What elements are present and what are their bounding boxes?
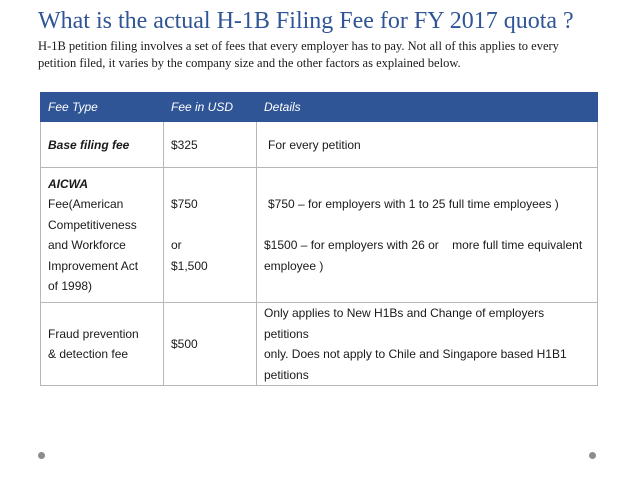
acwa-fee-1: $750	[171, 197, 198, 211]
acwa-heading: AICWA	[48, 176, 88, 191]
cell-details: $750 – for employers with 1 to 25 full t…	[256, 167, 598, 303]
page-subtitle: H-1B petition filing involves a set of f…	[38, 39, 559, 70]
acwa-fee-2: $1,500	[171, 258, 208, 273]
acwa-type-line: Competitiveness	[48, 217, 137, 232]
fraud-details-line: Only applies to New H1Bs and Change of e…	[264, 306, 545, 341]
acwa-type-line: Fee(American	[48, 197, 124, 211]
acwa-details-2: $1500 – for employers with 26 or more fu…	[264, 238, 583, 252]
acwa-type-line: Improvement Act	[48, 258, 139, 273]
table-row: Base filing fee $325 For every petition	[40, 121, 598, 168]
header-fee-type: Fee Type	[40, 92, 164, 122]
table-header-row: Fee Type Fee in USD Details	[40, 92, 598, 122]
header-fee-usd: Fee in USD	[163, 92, 257, 122]
page-title: What is the actual H-1B Filing Fee for F…	[38, 8, 574, 34]
table-row: Fraud prevention & detection fee $500 On…	[40, 302, 598, 386]
acwa-type-line: of 1998)	[48, 279, 93, 293]
base-fee-type: Base filing fee	[48, 137, 130, 152]
fee-table: Fee Type Fee in USD Details Base filing …	[40, 92, 598, 386]
fraud-details-line: petitions	[264, 367, 309, 382]
cell-fee-usd: $750 or $1,500	[163, 167, 257, 303]
cell-fee-type: Base filing fee	[40, 121, 164, 168]
fraud-type-line: Fraud prevention	[48, 326, 139, 341]
header-details: Details	[256, 92, 598, 122]
cell-fee-type: Fraud prevention & detection fee	[40, 302, 164, 386]
cell-fee-type: AICWA Fee(American Competitiveness and W…	[40, 167, 164, 303]
fraud-details-line: only. Does not apply to Chile and Singap…	[264, 347, 567, 361]
cell-fee-usd: $325	[163, 121, 257, 168]
table-row: AICWA Fee(American Competitiveness and W…	[40, 167, 598, 303]
acwa-fee-or: or	[171, 238, 182, 252]
cell-details: For every petition	[256, 121, 598, 168]
cell-details: Only applies to New H1Bs and Change of e…	[256, 302, 598, 386]
acwa-details-1: $750 – for employers with 1 to 25 full t…	[268, 197, 559, 211]
base-fee-details: For every petition	[268, 137, 361, 152]
acwa-details-3: employee )	[264, 258, 324, 273]
slide-dot-left	[38, 452, 45, 459]
acwa-type-line: and Workforce	[48, 238, 126, 252]
fraud-type-line: & detection fee	[48, 347, 129, 361]
cell-fee-usd: $500	[163, 302, 257, 386]
slide-dot-right	[589, 452, 596, 459]
